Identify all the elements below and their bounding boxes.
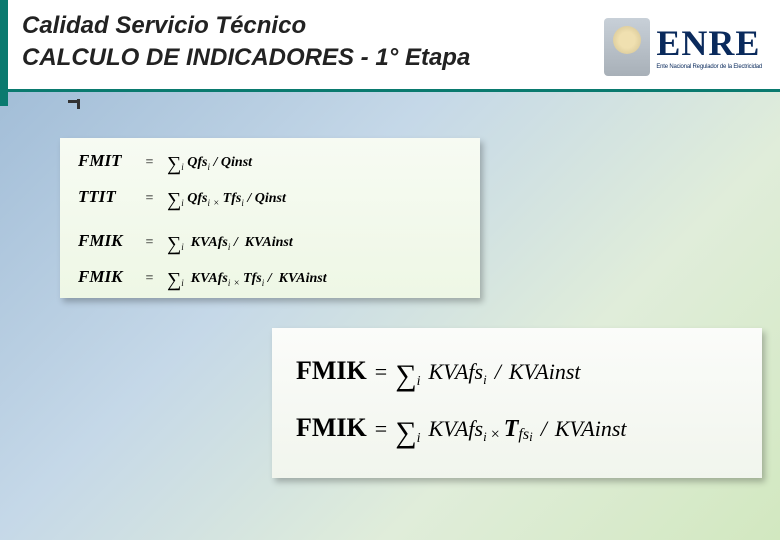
formula-fmit: FMIT = ∑i Qfsi / Qinst	[78, 152, 462, 174]
formula-fmik-a: FMIK = ∑i KVAfsi / KVAinst	[78, 232, 462, 254]
slide: Calidad Servicio Técnico CALCULO DE INDI…	[0, 0, 780, 540]
header-line2: CALCULO DE INDICADORES - 1° Etapa	[22, 44, 470, 71]
logo-text-block: ENRE Ente Nacional Regulador de la Elect…	[656, 25, 762, 70]
formula-fmik-b: FMIK = ∑i KVAfsi × Tfsi / KVAinst	[78, 268, 462, 290]
formula-ttit: TTIT = ∑i Qfsi × Tfsi / Qinst	[78, 188, 462, 210]
formula-large-1: FMIK = ∑i KVAfsi / KVAinst	[296, 358, 738, 391]
logo-text: ENRE	[656, 25, 762, 61]
formula-large-2: FMIK = ∑i KVAfsi × Tfsi / KVAinst	[296, 415, 738, 448]
seal-icon	[604, 18, 650, 76]
logo-subtitle: Ente Nacional Regulador de la Electricid…	[656, 64, 762, 70]
formula-box-large: FMIK = ∑i KVAfsi / KVAinst FMIK = ∑i KVA…	[272, 328, 762, 478]
formula-box-small: FMIT = ∑i Qfsi / Qinst TTIT = ∑i Qfsi × …	[60, 138, 480, 298]
left-accent	[0, 92, 70, 106]
tick-mark	[68, 100, 78, 103]
header: Calidad Servicio Técnico CALCULO DE INDI…	[0, 0, 780, 92]
header-line1: Calidad Servicio Técnico	[22, 12, 306, 39]
logo: ENRE Ente Nacional Regulador de la Elect…	[604, 18, 762, 76]
